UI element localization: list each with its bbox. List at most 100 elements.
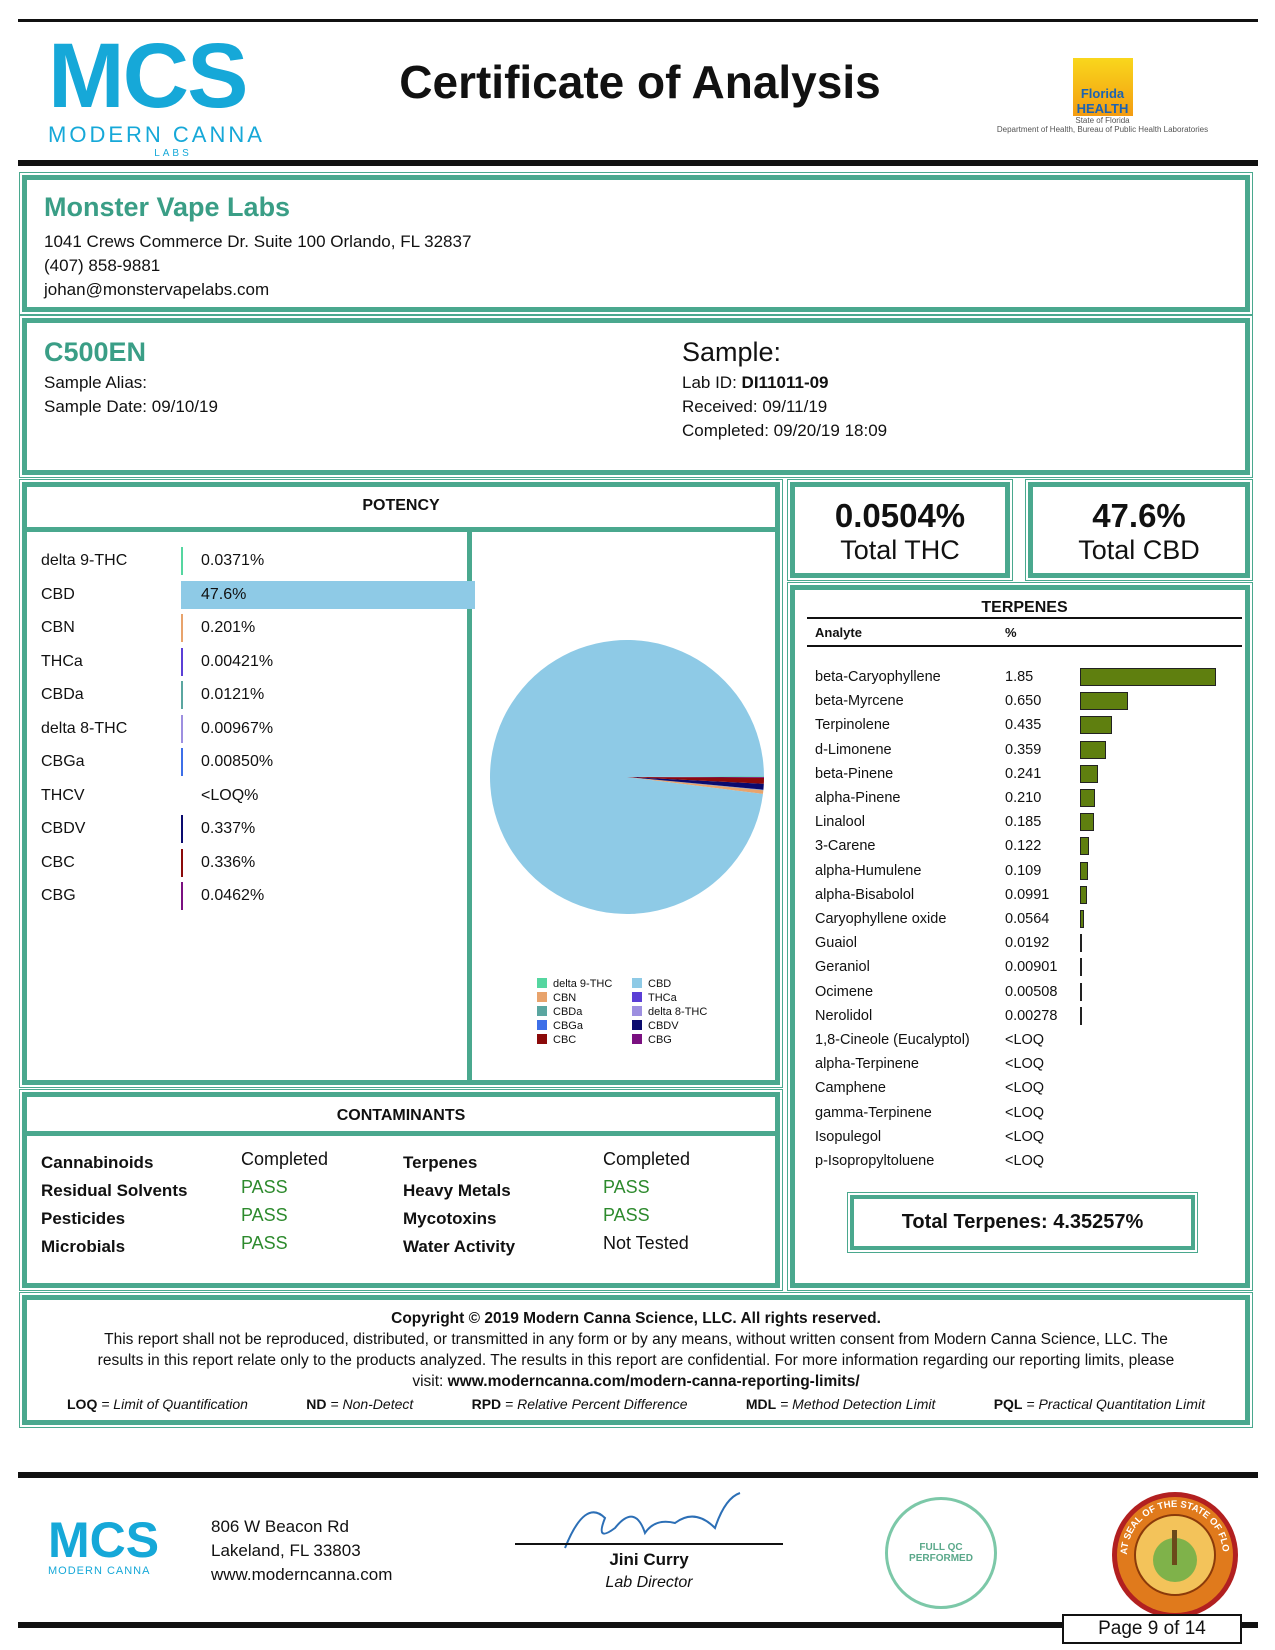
- analyte-name: CBDV: [41, 820, 86, 837]
- pie-slice-CBN: [627, 777, 764, 794]
- signer-title: Lab Director: [605, 1574, 693, 1591]
- divider: [467, 532, 472, 1085]
- terpene-name: p-Isopropyltoluene: [815, 1153, 935, 1169]
- contaminant-status: PASS: [241, 1233, 288, 1253]
- potency-row: CBG 0.0462%: [41, 880, 461, 912]
- potency-row: CBC 0.336%: [41, 847, 461, 879]
- potency-bar: [181, 647, 183, 676]
- terpene-value: 1.85: [1005, 669, 1034, 685]
- potency-bar: [181, 882, 183, 910]
- terpenes-box: TERPENES Analyte% beta-Caryophyllene 1.85…: [787, 582, 1253, 1291]
- terpene-row: alpha-Pinene 0.210: [815, 786, 1255, 810]
- florida-health-logo: Florida HEALTH State of Florida Departme…: [975, 58, 1230, 134]
- legend-item: CBGa: [537, 1019, 583, 1033]
- terpene-name: alpha-Humulene: [815, 862, 922, 879]
- terpene-value: 0.650: [1005, 693, 1042, 710]
- pie-slice-THCa: [627, 777, 764, 791]
- signature: [564, 1492, 741, 1549]
- terpene-value: <LOQ: [1005, 1128, 1045, 1145]
- terpene-bar: [1080, 982, 1082, 1001]
- terpene-name: Guaiol: [815, 935, 857, 952]
- terpene-row: Geraniol 0.00901: [815, 955, 1255, 979]
- terpene-row: alpha-Humulene 0.109: [815, 859, 1255, 883]
- total-cbd-box: 47.6% Total CBD: [1025, 479, 1253, 581]
- terpene-bar: [1080, 885, 1088, 904]
- terpene-name: beta-Pinene: [815, 765, 894, 782]
- abbreviation: PQL = Practical Quantitation Limit: [993, 1396, 1205, 1412]
- terpene-name: gamma-Terpinene: [815, 1104, 932, 1121]
- terpene-value: 0.109: [1005, 862, 1042, 879]
- terpene-row: gamma-Terpinene <LOQ: [815, 1101, 1255, 1125]
- abbreviation: ND = Non-Detect: [306, 1396, 414, 1412]
- terpene-name: alpha-Bisabolol: [815, 886, 915, 903]
- potency-row: delta 9-THC 0.0371%: [41, 545, 461, 577]
- terpenes-title: TERPENES: [807, 599, 1242, 619]
- contaminant-name: Microbials: [41, 1237, 126, 1256]
- terpene-value: 0.00901: [1005, 959, 1058, 976]
- client-box: Monster Vape Labs 1041 Crews Commerce Dr…: [19, 172, 1253, 315]
- terpene-bar: [1080, 837, 1089, 856]
- analyte-value: 0.201%: [201, 619, 256, 636]
- terpene-value: <LOQ: [1005, 1056, 1045, 1073]
- terpene-bar: [1080, 910, 1085, 928]
- contaminant-status: PASS: [603, 1205, 650, 1225]
- potency-row: THCV <LOQ%: [41, 780, 461, 812]
- potency-row: CBDa 0.0121%: [41, 679, 461, 711]
- terpene-bar: [1080, 813, 1094, 832]
- pie-slice-CBC: [627, 777, 764, 784]
- pie-slice-CBDa: [627, 777, 764, 791]
- potency-bar: [181, 614, 183, 642]
- potency-bar: [181, 547, 183, 575]
- terpene-row: Terpinolene 0.435: [815, 713, 1255, 737]
- terpene-row: alpha-Terpinene <LOQ: [815, 1052, 1255, 1076]
- top-rule: [18, 19, 1258, 22]
- terpene-row: 3-Carene 0.122: [815, 834, 1255, 858]
- terpene-value: <LOQ: [1005, 1153, 1045, 1169]
- terpene-bar: [1080, 692, 1128, 711]
- terpene-name: Nerolidol: [815, 1007, 873, 1024]
- pie-slice-CBD: [490, 640, 764, 914]
- terpene-bar: [1080, 958, 1082, 977]
- full-qc-badge: FULL QC PERFORMED: [885, 1497, 997, 1609]
- reporting-limits-link[interactable]: www.moderncanna.com/modern-canna-reporti…: [447, 1373, 860, 1390]
- legend-item: CBD: [632, 977, 671, 991]
- mcs-logo: MCS MODERN CANNA LABS: [48, 25, 265, 159]
- terpene-row: 1,8-Cineole (Eucalyptol) <LOQ: [815, 1028, 1255, 1052]
- total-cbd-value: 47.6%: [1092, 497, 1186, 534]
- pie-slice-CBGa: [627, 777, 764, 790]
- analyte-value: 0.0371%: [201, 552, 265, 569]
- contaminants-box: CONTAMINANTS Cannabinoids Completed Resid…: [19, 1089, 783, 1291]
- page-title: Certificate of Analysis: [399, 56, 881, 108]
- terpene-bar: [1080, 668, 1216, 686]
- analyte-value: 0.0462%: [201, 887, 265, 904]
- terpene-value: 0.122: [1005, 838, 1042, 855]
- legend-item: CBDV: [632, 1019, 679, 1033]
- analyte-value: 0.00421%: [201, 652, 274, 670]
- client-name: Monster Vape Labs: [44, 192, 291, 222]
- terpene-value: 0.00278: [1005, 1007, 1058, 1024]
- terpene-name: 1,8-Cineole (Eucalyptol): [815, 1032, 970, 1048]
- terpene-bar: [1080, 716, 1112, 735]
- potency-row: delta 8-THC 0.00967%: [41, 713, 461, 745]
- divider: [27, 1131, 775, 1136]
- terpene-bar: [1080, 740, 1107, 759]
- pie-slice-CBDV: [627, 777, 764, 790]
- potency-bar: [181, 714, 183, 743]
- potency-bar: [181, 848, 184, 877]
- potency-bar: [181, 681, 183, 709]
- legend-item: CBDa: [537, 1005, 582, 1019]
- analyte-name: THCV: [41, 786, 85, 804]
- terpene-value: <LOQ: [1005, 1080, 1045, 1097]
- analyte-name: CBD: [41, 585, 75, 603]
- sample-alias: Sample Alias:: [44, 373, 147, 392]
- analyte-name: delta 9-THC: [41, 552, 128, 569]
- terpene-name: alpha-Terpinene: [815, 1056, 919, 1073]
- legend-item: delta 8-THC: [632, 1005, 707, 1019]
- contaminant-status: PASS: [241, 1205, 288, 1225]
- pie-slice-delta-9-THC: [627, 776, 764, 777]
- lab-website[interactable]: www.moderncanna.com: [211, 1565, 393, 1584]
- terpene-row: d-Limonene 0.359: [815, 738, 1255, 762]
- analyte-value: 0.336%: [201, 853, 256, 871]
- abbreviation: RPD = Relative Percent Difference: [471, 1396, 688, 1412]
- analyte-name: CBN: [41, 619, 75, 636]
